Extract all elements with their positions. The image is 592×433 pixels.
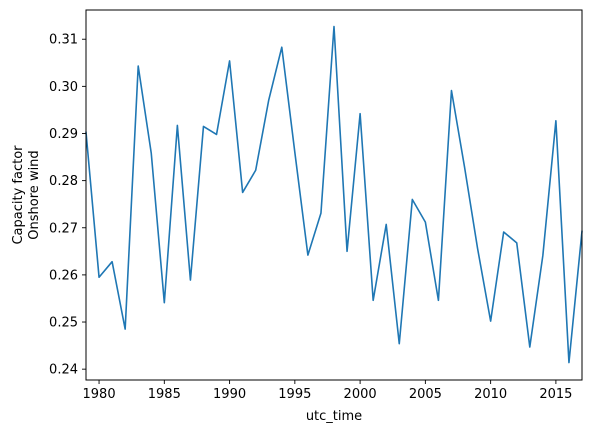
x-tick-label: 2000 [344, 387, 377, 402]
x-tick-label: 1980 [83, 387, 116, 402]
y-axis: 0.24 0.25 0.26 0.27 0.28 0.29 0.30 0.31 [49, 33, 86, 378]
y-tick-label: 0.30 [49, 80, 78, 95]
x-tick-label: 1985 [148, 387, 181, 402]
plot-frame [85, 9, 583, 381]
x-tick-label: 2005 [409, 387, 442, 402]
y-tick-label: 0.27 [49, 221, 78, 236]
x-tick-label: 2015 [539, 387, 572, 402]
y-axis-label-line-1: Capacity factor [11, 145, 26, 245]
x-axis: 1980 1985 1990 1995 2000 2005 2010 2015 [83, 380, 572, 402]
y-tick-label: 0.25 [49, 316, 78, 331]
y-tick-label: 0.24 [49, 363, 78, 378]
x-tick-label: 1990 [213, 387, 246, 402]
series-layer [85, 25, 583, 364]
y-axis-label-line-2: Onshore wind [27, 150, 42, 239]
x-tick-label: 2010 [474, 387, 507, 402]
x-axis-label: utc_time [306, 409, 362, 424]
y-tick-label: 0.31 [49, 33, 78, 48]
series-line-0 [85, 25, 583, 364]
y-tick-label: 0.29 [49, 127, 78, 142]
y-tick-label: 0.28 [49, 174, 78, 189]
y-tick-label: 0.26 [49, 268, 78, 283]
x-tick-label: 1995 [278, 387, 311, 402]
